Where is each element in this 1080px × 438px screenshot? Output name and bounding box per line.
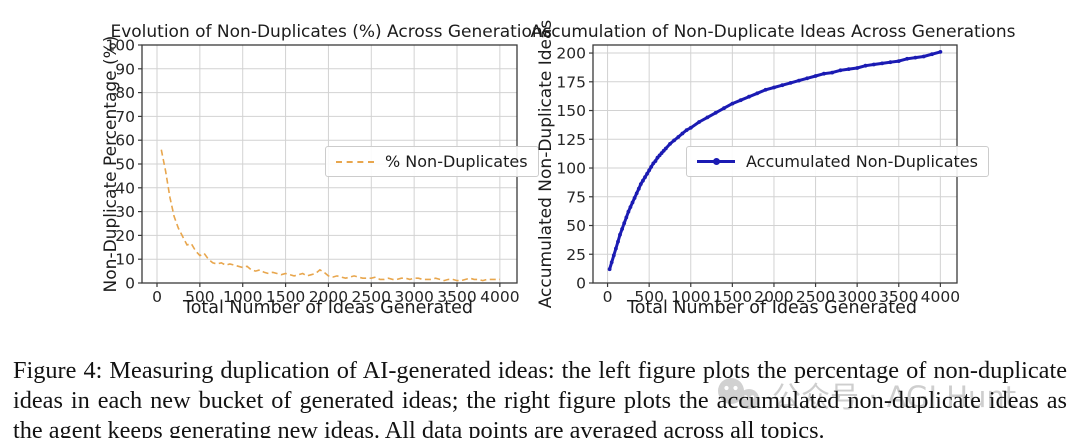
- svg-text:1500: 1500: [713, 288, 752, 306]
- svg-text:0: 0: [152, 288, 162, 306]
- svg-text:500: 500: [185, 288, 215, 306]
- svg-text:2000: 2000: [309, 288, 348, 306]
- svg-text:50: 50: [115, 156, 135, 174]
- svg-text:75: 75: [566, 188, 586, 206]
- svg-text:175: 175: [556, 73, 586, 91]
- left-chart-title: Evolution of Non-Duplicates (%) Across G…: [110, 22, 552, 42]
- svg-text:3500: 3500: [879, 288, 918, 306]
- left-chart-x-axis-label: Total Number of Ideas Generated: [182, 298, 474, 318]
- right-legend-label: Accumulated Non-Duplicates: [746, 152, 978, 171]
- svg-text:100: 100: [556, 160, 586, 178]
- right-chart-y-axis-label: Accumulated Non-Duplicate Ideas: [536, 19, 556, 309]
- wechat-logo-icon: [718, 378, 759, 409]
- svg-text:125: 125: [556, 131, 586, 149]
- svg-text:2000: 2000: [754, 288, 793, 306]
- svg-text:50: 50: [566, 217, 586, 235]
- svg-text:0: 0: [125, 275, 135, 293]
- left-chart-y-axis-label: Non-Duplicate Percentage (%): [101, 35, 121, 293]
- right-chart-legend: Accumulated Non-Duplicates: [686, 146, 989, 177]
- svg-text:0: 0: [603, 288, 613, 306]
- svg-text:10: 10: [115, 251, 135, 269]
- svg-text:1000: 1000: [671, 288, 710, 306]
- svg-text:500: 500: [634, 288, 664, 306]
- svg-text:90: 90: [115, 60, 135, 78]
- svg-text:25: 25: [566, 246, 586, 264]
- svg-text:60: 60: [115, 132, 135, 150]
- watermark: 公众号 · AGI Hunt: [716, 374, 1016, 416]
- svg-text:20: 20: [115, 227, 135, 245]
- left-legend-label: % Non-Duplicates: [385, 152, 528, 171]
- svg-text:4000: 4000: [921, 288, 960, 306]
- svg-text:0: 0: [576, 275, 586, 293]
- svg-text:200: 200: [556, 45, 586, 63]
- svg-text:70: 70: [115, 108, 135, 126]
- svg-text:2500: 2500: [796, 288, 835, 306]
- watermark-text: 公众号 · AGI Hunt: [772, 380, 1017, 414]
- svg-text:2500: 2500: [352, 288, 391, 306]
- svg-text:3500: 3500: [437, 288, 476, 306]
- svg-text:1000: 1000: [223, 288, 262, 306]
- right-chart-x-axis-label: Total Number of Ideas Generated: [626, 298, 918, 318]
- svg-text:40: 40: [115, 179, 135, 197]
- svg-text:80: 80: [115, 84, 135, 102]
- right-chart-title: Accumulation of Non-Duplicate Ideas Acro…: [530, 22, 1016, 42]
- svg-text:100: 100: [105, 37, 135, 55]
- dashed-line-sample-icon: [336, 160, 374, 163]
- svg-text:150: 150: [556, 102, 586, 120]
- figure-caption: Figure 4: Measuring duplication of AI-ge…: [13, 357, 1067, 438]
- solid-line-marker-sample-icon: [697, 158, 735, 165]
- svg-text:30: 30: [115, 203, 135, 221]
- svg-text:3000: 3000: [394, 288, 433, 306]
- svg-text:3000: 3000: [837, 288, 876, 306]
- left-chart-legend: % Non-Duplicates: [325, 146, 539, 177]
- svg-text:4000: 4000: [480, 288, 519, 306]
- svg-text:1500: 1500: [266, 288, 305, 306]
